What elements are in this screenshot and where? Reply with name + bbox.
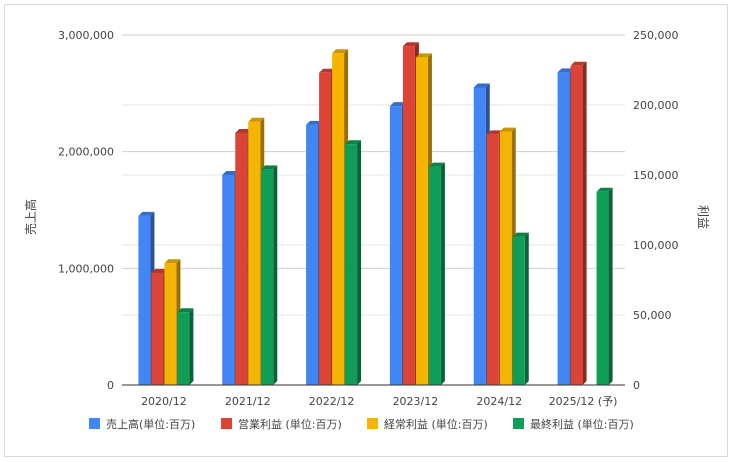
bar bbox=[428, 166, 441, 385]
bar-side bbox=[189, 308, 194, 385]
bar bbox=[389, 106, 402, 386]
x-tick-label: 2021/12 bbox=[225, 395, 271, 408]
bar-top bbox=[306, 120, 323, 125]
bar-top bbox=[138, 211, 155, 216]
legend-swatch bbox=[89, 418, 100, 429]
bar-top bbox=[261, 165, 278, 170]
legend-swatch bbox=[513, 418, 524, 429]
bar bbox=[235, 133, 248, 385]
bar bbox=[345, 144, 358, 385]
bar-top bbox=[499, 127, 516, 132]
bar-top bbox=[557, 68, 574, 73]
left-tick-label: 3,000,000 bbox=[58, 29, 114, 42]
bar bbox=[306, 124, 319, 385]
bar-top bbox=[345, 140, 362, 145]
bar-top bbox=[164, 259, 181, 264]
bar bbox=[512, 236, 525, 385]
right-tick-label: 250,000 bbox=[633, 29, 679, 42]
bar-side bbox=[273, 165, 278, 385]
bar bbox=[151, 273, 164, 385]
bar bbox=[332, 53, 345, 385]
bar-side bbox=[582, 61, 587, 386]
legend-label: 売上高(単位:百万) bbox=[106, 417, 195, 431]
x-tick-label: 2023/12 bbox=[393, 395, 439, 408]
bar bbox=[261, 169, 274, 385]
x-tick-label: 2022/12 bbox=[309, 395, 355, 408]
legend-swatch bbox=[221, 418, 232, 429]
bar bbox=[164, 263, 177, 385]
bar bbox=[473, 87, 486, 385]
bar-top bbox=[415, 53, 432, 58]
left-tick-label: 0 bbox=[107, 379, 114, 392]
right-tick-label: 100,000 bbox=[633, 239, 679, 252]
bar-side bbox=[524, 232, 529, 385]
bar-top bbox=[473, 83, 490, 88]
legend: 売上高(単位:百万) 営業利益 (単位:百万) 経常利益 (単位:百万) 最終利益 (… bbox=[89, 417, 634, 431]
left-tick-label: 1,000,000 bbox=[58, 262, 114, 275]
bar bbox=[499, 131, 512, 385]
bar-top bbox=[512, 232, 529, 237]
bar-side bbox=[608, 187, 613, 385]
bar-side bbox=[357, 140, 362, 385]
bar-side bbox=[440, 162, 445, 385]
bar bbox=[319, 72, 332, 386]
bar-top bbox=[486, 130, 503, 135]
right-tick-label: 0 bbox=[633, 379, 640, 392]
gridlines bbox=[122, 34, 625, 316]
chart-frame: 0 50,000 100,000 150,000 200,000 250,000 0 1,00… bbox=[4, 4, 728, 457]
bar bbox=[415, 57, 428, 386]
left-axis-label: 売上高 bbox=[23, 199, 38, 235]
bar bbox=[222, 175, 235, 385]
axes: 0 50,000 100,000 150,000 200,000 250,000 0 1,00… bbox=[58, 29, 678, 408]
bar-top bbox=[151, 269, 168, 273]
x-tick-label: 2025/12 (予) bbox=[549, 395, 618, 408]
legend-label: 営業利益 (単位:百万) bbox=[238, 417, 342, 431]
bar bbox=[486, 134, 499, 385]
legend-swatch bbox=[367, 418, 378, 429]
bar-top bbox=[596, 187, 613, 192]
bar bbox=[596, 191, 609, 385]
bar-top bbox=[402, 42, 419, 47]
bar bbox=[177, 312, 190, 385]
right-tick-label: 50,000 bbox=[633, 309, 672, 322]
legend-label: 経常利益 (単位:百万) bbox=[384, 417, 488, 431]
bar-top bbox=[177, 308, 194, 313]
bar-top bbox=[319, 68, 336, 73]
right-axis-label: 利益 bbox=[696, 205, 710, 229]
left-tick-label: 2,000,000 bbox=[58, 146, 114, 159]
bar-top bbox=[428, 162, 445, 167]
legend-label: 最終利益 (単位:百万) bbox=[530, 417, 634, 431]
bar bbox=[570, 65, 583, 386]
bar bbox=[248, 121, 261, 386]
bar-top bbox=[248, 117, 265, 122]
bar-top bbox=[570, 61, 587, 66]
bar bbox=[557, 72, 570, 385]
right-tick-label: 150,000 bbox=[633, 169, 679, 182]
bar bbox=[138, 215, 151, 385]
bar-top bbox=[332, 49, 349, 54]
bar-top bbox=[235, 129, 252, 133]
x-tick-label: 2024/12 bbox=[476, 395, 522, 408]
combo-bar-chart: 0 50,000 100,000 150,000 200,000 250,000 0 1,00… bbox=[23, 29, 710, 431]
bar-top bbox=[222, 171, 239, 175]
bar-top bbox=[389, 102, 406, 107]
bar bbox=[402, 46, 415, 385]
right-tick-label: 200,000 bbox=[633, 99, 679, 112]
bars bbox=[138, 42, 613, 386]
x-tick-label: 2020/12 bbox=[141, 395, 187, 408]
